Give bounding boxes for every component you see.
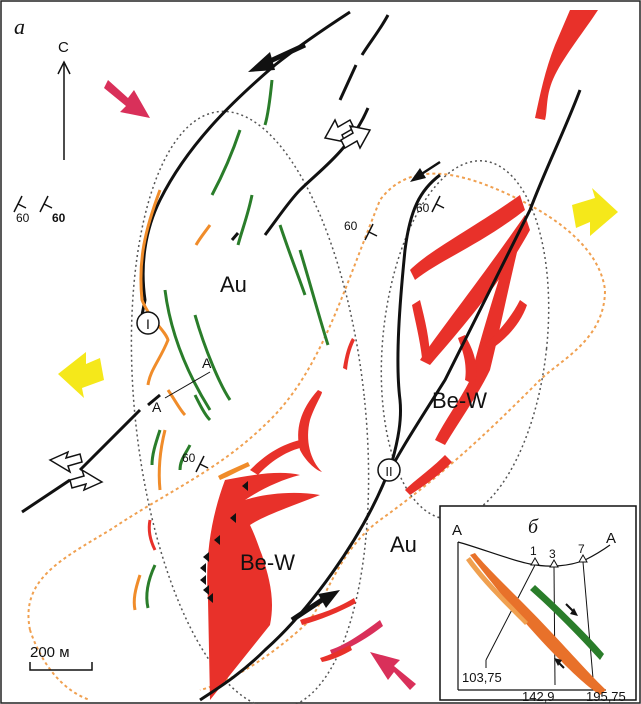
red-thin-vein (147, 519, 157, 551)
red-vein-7 (405, 455, 452, 495)
dip-value-c: 60 (344, 219, 358, 233)
red-vein-1 (410, 195, 525, 280)
section-end-a: А (152, 399, 162, 415)
zone-au-lower: Au (390, 532, 417, 557)
north-arrow: С (57, 39, 71, 160)
fault-dash-5 (78, 408, 142, 472)
inset-frame (439, 505, 637, 701)
dip-value-d: 60 (416, 201, 430, 215)
zone-au-upper: Au (220, 272, 247, 297)
red-body-lower (207, 472, 320, 700)
inset-well-7: 7 (578, 542, 585, 556)
fault-II (390, 173, 441, 463)
opposing-arrows-left (48, 450, 104, 492)
dip-value-a: 60 (16, 211, 30, 225)
inset-well-3: 3 (549, 547, 556, 561)
inset-depth-2: 142,9 (522, 689, 555, 704)
svg-text:I: I (146, 316, 150, 332)
red-body-upper-arm (250, 440, 300, 475)
zone-bew-lower: Be-W (240, 550, 295, 575)
fault-main-diagonal (199, 89, 582, 702)
north-label: С (58, 39, 69, 56)
section-line (164, 371, 211, 399)
compression-arrow-top (104, 80, 150, 118)
red-vein-5 (485, 300, 527, 350)
inset-section-right: А (606, 530, 616, 547)
thrust-triangles (200, 481, 248, 603)
red-vein-top (535, 10, 598, 120)
inset-panel-label: б (528, 516, 539, 538)
fault-upper-left (140, 10, 351, 316)
fault-marker-II: II (377, 458, 401, 482)
red-vein-9 (343, 338, 355, 370)
orange-short-1 (218, 462, 250, 480)
fault-dash-1 (360, 14, 390, 56)
red-vein-10 (300, 598, 356, 625)
green-veins (145, 79, 330, 609)
orange-vein-b (194, 224, 212, 246)
panel-label: а (14, 14, 25, 39)
orange-vein-c (157, 429, 167, 491)
inset-section-left: А (452, 522, 462, 539)
ellipse-left (130, 110, 370, 704)
section-end-b: А (202, 355, 212, 371)
inset-depth-1: 103,75 (462, 670, 502, 685)
red-vein-3 (435, 230, 520, 445)
red-vein-12 (320, 645, 352, 662)
shear-arrow-bottom (290, 590, 340, 623)
inset-depth-3: 195,75 (586, 689, 626, 704)
dip-value-e: 60 (182, 451, 196, 465)
orange-vein-a (166, 389, 187, 417)
red-vein-8 (298, 390, 322, 472)
inset-section: б А А 1 3 7 103,75 142,9 195,75 (439, 505, 637, 704)
dip-symbols (13, 195, 445, 473)
zone-bew-right: Be-W (432, 388, 487, 413)
fault-dash-4 (230, 232, 240, 241)
red-vein-6 (412, 300, 430, 360)
ellipse-right (380, 160, 550, 520)
fault-marker-I: I (136, 311, 160, 335)
shear-arrow-top (248, 42, 307, 72)
red-vein-11 (330, 620, 383, 655)
fault-dash-2 (338, 64, 358, 101)
svg-text:200 м: 200 м (30, 644, 70, 661)
svg-text:II: II (385, 464, 392, 479)
orange-vein-d (132, 574, 142, 611)
orange-boundary-outer (27, 172, 607, 691)
fault-dash-7 (147, 393, 161, 407)
compression-arrow-bottom (370, 652, 416, 690)
inset-well-1: 1 (530, 544, 537, 558)
red-vein-2 (420, 215, 530, 365)
red-vein-4 (458, 335, 477, 385)
shear-arrow-right (410, 160, 441, 182)
extension-arrow-left (58, 352, 104, 398)
fault-dash-6 (21, 478, 71, 514)
extension-arrow-right (572, 188, 618, 236)
dip-value-b: 60 (52, 211, 66, 225)
scale-bar: 200 м (29, 644, 93, 671)
opposing-arrows-top (323, 118, 372, 150)
orange-boundary-tail (29, 629, 91, 701)
